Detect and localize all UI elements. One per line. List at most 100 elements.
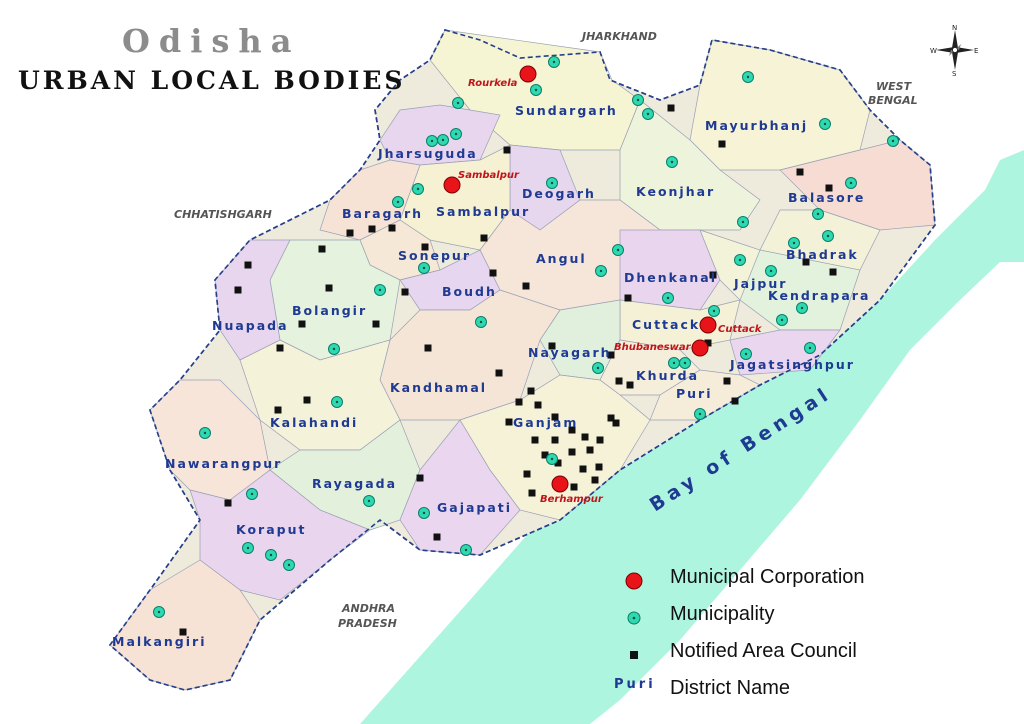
municipality-marker [642,108,654,120]
municipality-marker [708,305,720,317]
nac-marker [607,351,615,359]
municipality-marker [412,183,424,195]
nac-marker [372,320,380,328]
district-dhenkanal: Dhenkanal [624,270,717,285]
nac-marker [709,271,717,279]
municipality-marker [734,254,746,266]
corporation-markers [443,65,717,493]
municipality-marker [475,316,487,328]
nac-marker [388,224,396,232]
nac-marker [624,294,632,302]
nac-marker [579,465,587,473]
district-puri: Puri [676,386,713,401]
bay-of-bengal-sea [360,160,1000,724]
map-subtitle: URBAN LOCAL BODIES [18,66,406,95]
legend-district-sample: Puri [614,677,656,692]
district-bolangir: Bolangir [292,303,367,318]
nac-marker [416,474,424,482]
nac-marker [522,282,530,290]
corp-label-sambalpur: Sambalpur [458,170,520,181]
label-west-bengal-1: WEST [876,80,913,93]
municipality-marker [662,292,674,304]
nac-marker [586,446,594,454]
nac-marker [325,284,333,292]
legend-row-district: Puri District Name [612,673,1012,710]
corp-label-berhampur: Berhampur [540,494,604,505]
nac-marker [718,140,726,148]
nac-marker [303,396,311,404]
municipality-marker [199,427,211,439]
district-rayagada: Rayagada [312,476,397,491]
nac-marker [554,459,562,467]
nac-marker [424,344,432,352]
label-andhra-2: PRADESH [338,617,397,630]
legend-municipality-label: Municipality [670,603,775,625]
nac-marker [505,418,513,426]
municipality-marker [612,244,624,256]
map-legend: Municipal Corporation Municipality Notif… [612,562,1012,710]
nac-marker [570,483,578,491]
nac-marker [346,229,354,237]
nac-marker [612,419,620,427]
nac-marker [548,342,556,350]
municipality-marker [418,262,430,274]
legend-row-nac: Notified Area Council [612,636,1012,673]
nac-marker [591,476,599,484]
district-khurda: Khurda [636,368,699,383]
sea-far-right [1000,150,1024,262]
municipality-marker [666,156,678,168]
region-malkangiri [109,559,261,691]
municipality-marker [737,216,749,228]
district-gajapati: Gajapati [437,500,512,515]
state-border [108,29,936,691]
nac-marker [581,433,589,441]
district-angul: Angul [536,251,587,266]
nac-marker [528,489,536,497]
compass-e: E [974,47,978,55]
label-west-bengal-2: BENGAL [868,94,918,107]
district-kendrapara: Kendrapara [768,288,870,303]
label-jharkhand: JHARKHAND [580,30,657,43]
municipality-markers [153,56,899,618]
nac-marker [489,269,497,277]
nac-marker [541,451,549,459]
compass-w: W [930,47,937,55]
municipality-marker [595,265,607,277]
nac-marker [224,499,232,507]
legend-corporation-label: Municipal Corporation [670,566,865,588]
nac-marker [534,401,542,409]
municipality-marker [363,495,375,507]
region-baragarh [319,159,421,241]
municipality-marker [546,177,558,189]
municipality-marker [668,357,680,369]
nac-marker [234,286,242,294]
district-sambalpur: Sambalpur [436,204,530,219]
corporation-legend-icon [625,572,643,590]
compass-rose-icon: N S W E [930,24,978,76]
municipality-marker [822,230,834,242]
nac-markers [179,104,837,636]
municipality-marker [246,488,258,500]
district-keonjhar: Keonjhar [636,184,715,199]
municipality-legend-icon [627,611,641,625]
compass-s: S [952,70,957,76]
municipality-marker [845,177,857,189]
municipality-marker [887,135,899,147]
nac-marker [433,533,441,541]
nac-marker [568,448,576,456]
municipality-marker [740,348,752,360]
municipality-marker [242,542,254,554]
corp-berhampur-marker [551,475,569,493]
nac-marker [401,288,409,296]
municipality-marker [765,265,777,277]
corp-label-bhubaneswar: Bhubaneswar [614,342,692,353]
nac-marker [495,369,503,377]
legend-district-label: District Name [670,677,791,699]
municipality-marker [776,314,788,326]
nac-marker [825,184,833,192]
municipality-marker [437,134,449,146]
nac-marker [802,258,810,266]
district-jharsuguda: Jharsuguda [377,146,478,161]
nac-marker [421,243,429,251]
district-bhadrak: Bhadrak [786,247,859,262]
